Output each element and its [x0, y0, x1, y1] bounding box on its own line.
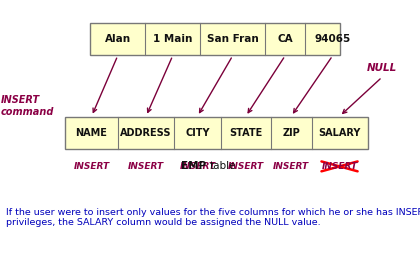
- Bar: [65, 117, 368, 148]
- Text: table: table: [209, 161, 236, 171]
- Text: CA: CA: [277, 34, 293, 44]
- Text: ZIP: ZIP: [282, 128, 300, 138]
- Text: 1 Main: 1 Main: [153, 34, 192, 44]
- Text: STATE: STATE: [229, 128, 262, 138]
- Text: INSERT
command: INSERT command: [0, 95, 54, 117]
- Text: INSERT: INSERT: [128, 162, 164, 171]
- Text: Alan: Alan: [105, 34, 131, 44]
- Text: INSERT: INSERT: [228, 162, 264, 171]
- Text: NULL: NULL: [367, 63, 397, 73]
- Text: SALARY: SALARY: [318, 128, 361, 138]
- Text: San Fran: San Fran: [207, 34, 259, 44]
- Text: INSERT: INSERT: [74, 162, 110, 171]
- Text: If the user were to insert only values for the five columns for which he or she : If the user were to insert only values f…: [6, 208, 420, 227]
- Text: EMP: EMP: [181, 161, 206, 171]
- Text: INSERT: INSERT: [179, 162, 215, 171]
- Text: 94065: 94065: [315, 34, 351, 44]
- Text: NAME: NAME: [76, 128, 108, 138]
- Text: INSERT: INSERT: [273, 162, 309, 171]
- Bar: [90, 23, 340, 55]
- Text: INSERT: INSERT: [321, 162, 357, 171]
- Text: CITY: CITY: [185, 128, 210, 138]
- Text: ADDRESS: ADDRESS: [120, 128, 172, 138]
